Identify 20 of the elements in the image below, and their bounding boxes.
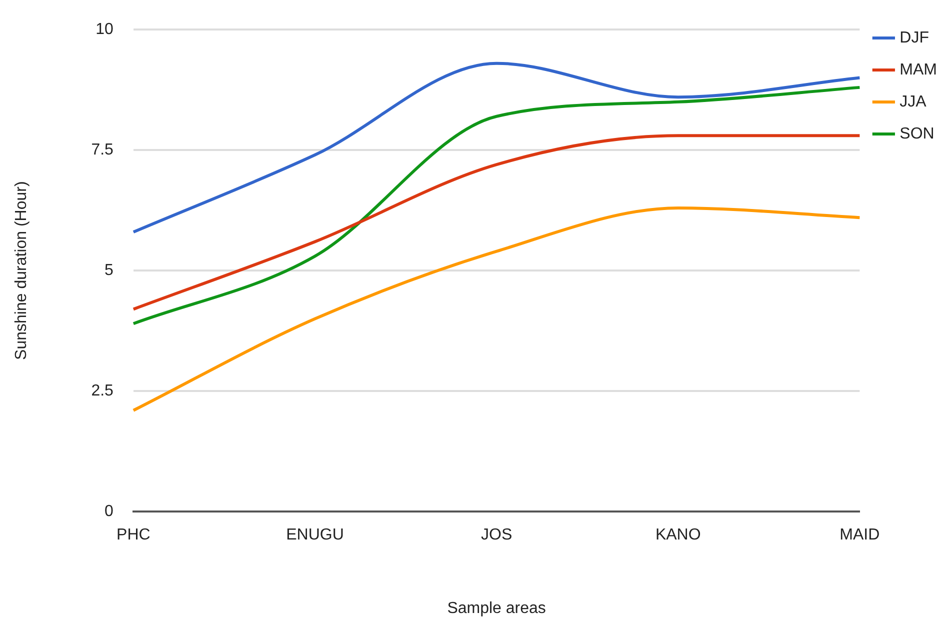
x-axis-title: Sample areas bbox=[447, 600, 546, 617]
line-series bbox=[132, 62, 862, 234]
y-tick-label: 2.5 bbox=[91, 382, 114, 400]
x-tick-label: JOS bbox=[480, 526, 512, 544]
legend-label: DJF bbox=[900, 29, 930, 46]
y-tick-label: 0 bbox=[104, 503, 114, 520]
line-series bbox=[132, 134, 862, 311]
x-tick-label: ENUGU bbox=[286, 526, 344, 544]
y-tick-label: 5 bbox=[104, 262, 114, 280]
line-series bbox=[132, 206, 862, 412]
x-tick-label: PHC bbox=[116, 526, 150, 544]
legend-label: MAM bbox=[900, 61, 937, 78]
line-series bbox=[132, 86, 862, 326]
x-tick-label: KANO bbox=[655, 526, 701, 544]
legend-label: JJA bbox=[900, 93, 927, 110]
y-tick-label: 7.5 bbox=[91, 142, 114, 159]
legend-label: SON bbox=[900, 125, 934, 142]
y-axis-title: Sunshine duration (Hour) bbox=[13, 181, 30, 360]
x-tick-label: MAID bbox=[840, 526, 880, 544]
y-tick-label: 10 bbox=[96, 21, 114, 38]
